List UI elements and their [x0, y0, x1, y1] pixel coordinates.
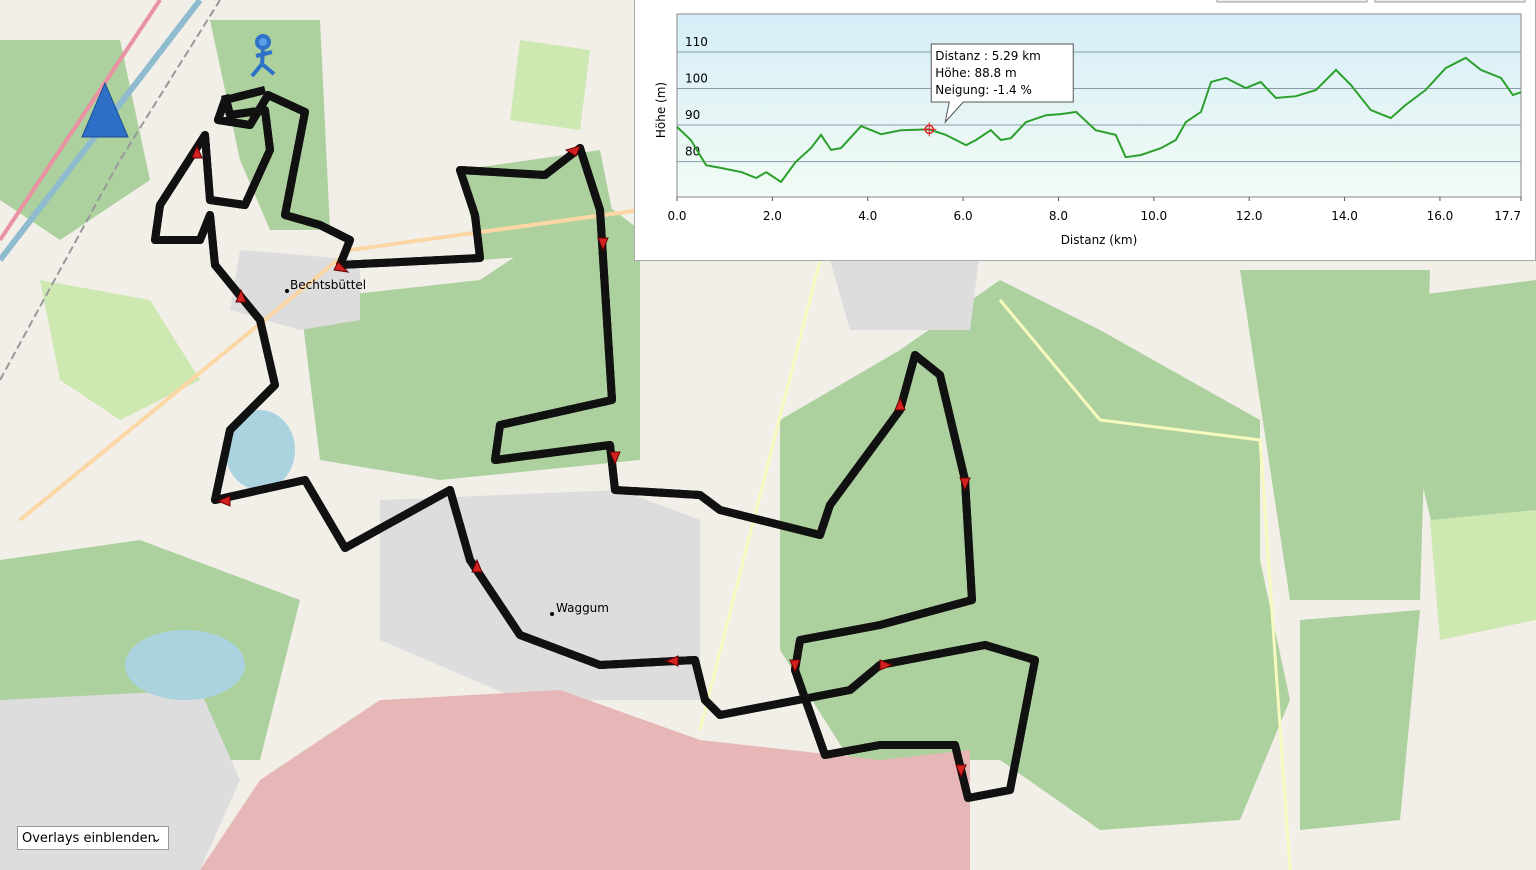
select-label: Overlays einblenden [22, 831, 156, 846]
place-dot [550, 612, 554, 616]
place-label: Waggum [556, 601, 609, 615]
settlements [0, 250, 980, 870]
tooltip-text: Höhe: 88.8 m [935, 66, 1016, 80]
plot-area [676, 13, 1522, 198]
x-tick-label: 17.7 [1494, 209, 1521, 223]
water [125, 410, 295, 700]
tooltip-text: Distanz : 5.29 km [935, 49, 1041, 63]
overlay-select[interactable]: Overlays einblenden ⌄ [17, 826, 169, 850]
place-label: Bechtsbüttel [290, 278, 366, 292]
route-arrows [191, 144, 971, 779]
elevation-panel: Distanz (km) Höhe (m) 80 90 100 110 0.0 2.0 4.… [634, 0, 1536, 261]
tooltip: Distanz : 5.29 km Höhe: 88.8 m Neigung: -1… [930, 43, 1074, 124]
tooltip-text: Neigung: -1.4 % [935, 83, 1032, 97]
x-tick-label: 10.0 [1140, 209, 1167, 223]
route [151, 90, 1039, 802]
x-tick-label: 2.0 [763, 209, 782, 223]
chevron: ⌄ [151, 831, 162, 846]
cursor-cross [922, 122, 937, 137]
hiker-icon [250, 34, 276, 78]
x-tick-label: 8.0 [1049, 209, 1068, 223]
button[interactable] [1374, 0, 1526, 3]
y-axis-label: Höhe (m) [654, 82, 668, 138]
y-tick-label: 110 [685, 35, 708, 49]
x-tick-label: 6.0 [954, 209, 973, 223]
y-tick-label: 90 [685, 108, 700, 122]
tooltip-box [930, 43, 1074, 124]
button[interactable] [1216, 0, 1368, 3]
x-tick-label: 16.0 [1427, 209, 1454, 223]
x-tick-label: 0.0 [667, 209, 686, 223]
airport [200, 690, 970, 870]
x-tick-label: 14.0 [1331, 209, 1358, 223]
place-dot [285, 289, 289, 293]
x-tick-label: 12.0 [1236, 209, 1263, 223]
elevation-line [676, 56, 1522, 184]
x-tick-label: 4.0 [858, 209, 877, 223]
x-axis-label: Distanz (km) [1061, 233, 1138, 247]
meadows [40, 40, 1536, 640]
y-tick-label: 100 [685, 72, 708, 86]
north-marker [81, 81, 129, 138]
